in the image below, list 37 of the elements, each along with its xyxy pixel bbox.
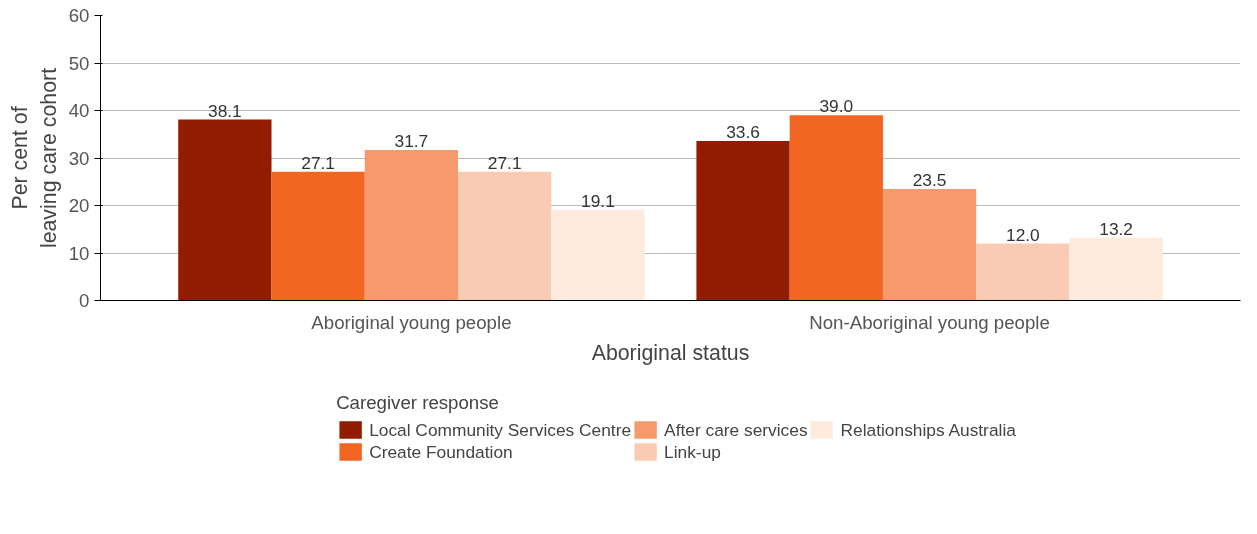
- y-tick-label: 30: [68, 147, 90, 169]
- y-tick-label: 20: [68, 195, 90, 216]
- data-label: 39.0: [819, 96, 854, 117]
- legend-title: Caregiver response: [336, 391, 500, 414]
- data-label: 31.7: [394, 130, 429, 151]
- data-label: 27.1: [487, 152, 522, 173]
- bar: [458, 171, 552, 301]
- bar: [1069, 237, 1163, 301]
- data-label: 27.1: [301, 152, 336, 173]
- data-label: 13.2: [1099, 218, 1134, 239]
- y-axis-title: Per cent of leaving care cohort: [7, 67, 61, 249]
- bar: [882, 188, 977, 301]
- bar: [364, 149, 459, 301]
- x-tick-label: Non-Aboriginal young people: [809, 311, 1050, 333]
- y-tick-label: 60: [68, 5, 90, 26]
- y-tick-label: 40: [68, 100, 90, 121]
- bar: [551, 209, 645, 301]
- legend-label: Local Community Services Centre: [369, 419, 632, 440]
- bar: [976, 243, 1070, 301]
- bar: [789, 115, 883, 301]
- x-axis-title: Aboriginal status: [591, 340, 750, 365]
- data-label: 19.1: [581, 190, 615, 211]
- data-label: 12.0: [1006, 224, 1040, 245]
- data-label: 23.5: [912, 169, 947, 190]
- bar: [696, 140, 790, 301]
- data-label: 33.6: [726, 121, 760, 142]
- legend-label: After care services: [664, 419, 808, 440]
- y-tick-label: 10: [68, 242, 90, 264]
- y-tick-label: 50: [68, 52, 90, 74]
- legend-label: Relationships Australia: [840, 419, 1016, 440]
- data-label: 38.1: [208, 100, 242, 121]
- bar: [178, 119, 272, 301]
- legend-label: Create Foundation: [369, 441, 513, 462]
- legend-label: Link-up: [664, 441, 721, 462]
- bar: [271, 171, 365, 301]
- x-tick-label: Aboriginal young people: [311, 311, 512, 333]
- y-tick-label: 0: [79, 290, 90, 311]
